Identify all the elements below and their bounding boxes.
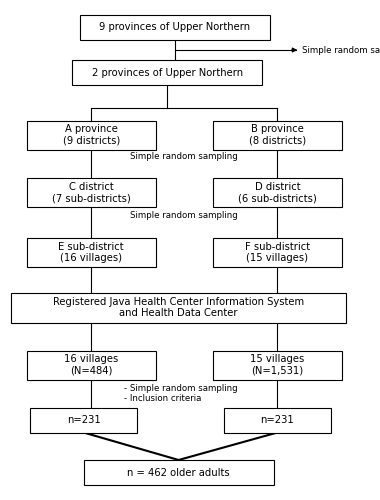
FancyBboxPatch shape: [27, 350, 156, 380]
Text: B province
(8 districts): B province (8 districts): [249, 124, 306, 146]
FancyBboxPatch shape: [80, 15, 270, 40]
FancyBboxPatch shape: [30, 408, 137, 432]
Text: F sub-district
(15 villages): F sub-district (15 villages): [245, 242, 310, 264]
FancyBboxPatch shape: [11, 292, 346, 322]
FancyBboxPatch shape: [27, 120, 156, 150]
Text: 9 provinces of Upper Northern: 9 provinces of Upper Northern: [99, 22, 250, 32]
FancyBboxPatch shape: [213, 238, 342, 267]
FancyBboxPatch shape: [213, 350, 342, 380]
Text: E sub-district
(16 villages): E sub-district (16 villages): [59, 242, 124, 264]
Text: n=231: n=231: [261, 415, 294, 425]
FancyBboxPatch shape: [27, 238, 156, 267]
Text: D district
(6 sub-districts): D district (6 sub-districts): [238, 182, 317, 204]
Text: Simple random sampling: Simple random sampling: [130, 152, 238, 161]
Text: A province
(9 districts): A province (9 districts): [63, 124, 120, 146]
Text: 2 provinces of Upper Northern: 2 provinces of Upper Northern: [92, 68, 243, 78]
FancyBboxPatch shape: [213, 120, 342, 150]
Text: n=231: n=231: [67, 415, 100, 425]
Text: Simple random sampling: Simple random sampling: [302, 46, 380, 54]
FancyBboxPatch shape: [84, 460, 274, 485]
FancyBboxPatch shape: [72, 60, 262, 85]
FancyBboxPatch shape: [213, 178, 342, 207]
Text: 15 villages
(N=1,531): 15 villages (N=1,531): [250, 354, 304, 376]
Text: n = 462 older adults: n = 462 older adults: [127, 468, 230, 477]
Text: C district
(7 sub-districts): C district (7 sub-districts): [52, 182, 131, 204]
Text: 16 villages
(N=484): 16 villages (N=484): [64, 354, 118, 376]
Text: Registered Java Health Center Information System
and Health Data Center: Registered Java Health Center Informatio…: [53, 296, 304, 318]
Text: - Simple random sampling
- Inclusion criteria: - Simple random sampling - Inclusion cri…: [124, 384, 238, 403]
FancyBboxPatch shape: [224, 408, 331, 432]
FancyBboxPatch shape: [27, 178, 156, 207]
Text: Simple random sampling: Simple random sampling: [130, 211, 238, 220]
